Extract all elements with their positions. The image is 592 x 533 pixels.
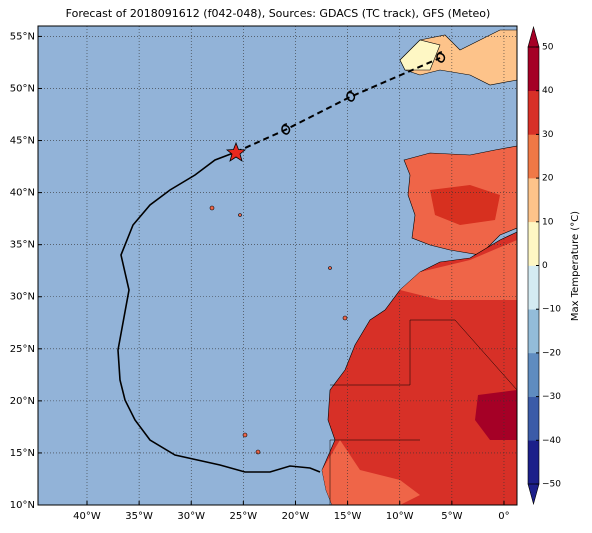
colorbar-tick-label: −40 [542,436,561,446]
colorbar-band [528,309,539,354]
colorbar-tick-label: 10 [542,217,554,227]
y-tick-label: 10°N [10,500,35,511]
colorbar-extend-bottom [527,483,540,506]
colorbar-band [528,396,539,441]
x-tick-label: 25°W [230,511,258,522]
y-tick-label: 55°N [10,31,35,42]
colorbar-band [528,134,539,179]
colorbar-band [528,221,539,266]
colorbar-tick-label: 30 [542,130,554,140]
storm-symbols [281,51,446,135]
colorbar-band [528,265,539,310]
map-frame [37,25,518,506]
x-tick-label: 40°W [73,511,101,522]
colorbar-tick-label: 20 [542,174,554,184]
x-tick-label: 5°W [441,511,462,522]
x-tick-label: 10°W [386,511,414,522]
x-tick-label: 20°W [282,511,310,522]
colorbar-tick-label: −30 [542,392,561,402]
y-tick-label: 20°N [10,396,35,407]
y-tick-label: 50°N [10,83,35,94]
colorbar-band [528,178,539,223]
colorbar-label: Max Temperature (°C) [570,211,581,321]
x-tick-label: 30°W [177,511,205,522]
colorbar-tick-label: −50 [542,480,561,490]
y-tick-label: 35°N [10,240,35,251]
past-track [117,151,321,473]
y-tick-label: 30°N [10,292,35,303]
colorbar-tick-label: −10 [542,305,561,315]
colorbar-extend-top [527,25,540,48]
colorbar-band [528,352,539,397]
colorbar-tick-label: 0 [542,261,548,271]
map-title: Forecast of 2018091612 (f042-048), Sourc… [66,7,491,20]
current-position [225,141,247,162]
x-tick-label: 0° [498,511,509,522]
y-tick-label: 15°N [10,448,35,459]
colorbar-band [528,90,539,135]
colorbar-band [528,440,539,485]
colorbar-tick-label: 40 [542,86,554,96]
land [209,29,518,506]
forecast-track [235,57,441,153]
y-tick-label: 40°N [10,188,35,199]
y-tick-label: 45°N [10,136,35,147]
x-tick-label: 15°W [334,511,362,522]
colorbar-tick-label: −20 [542,348,561,358]
colorbar: −50 −40 −30 −20 −10 0 10 20 30 40 50 [527,25,561,506]
colorbar-tick-label: 50 [542,43,554,53]
x-tick-label: 35°W [125,511,153,522]
y-tick-label: 25°N [10,344,35,355]
colorbar-band [528,47,539,91]
